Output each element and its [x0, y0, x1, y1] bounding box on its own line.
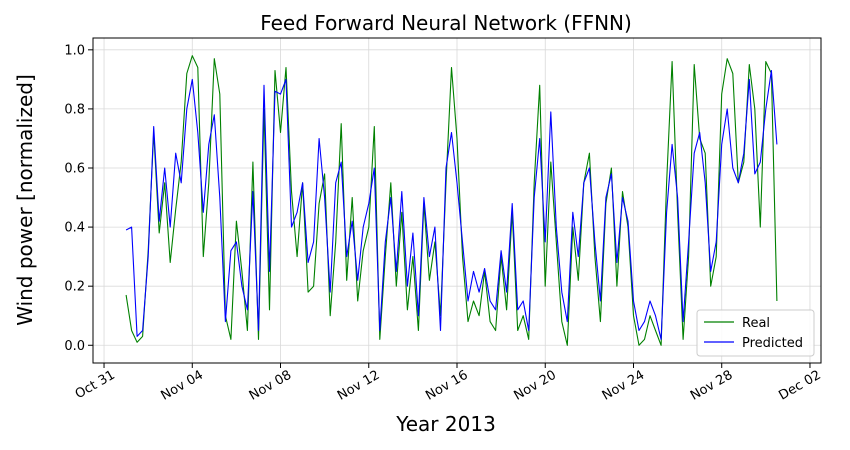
legend-label-real: Real	[742, 316, 770, 331]
series-line-real	[125, 55, 778, 346]
series-lines	[125, 55, 778, 346]
series-line-predicted	[125, 69, 778, 340]
y-axis-label: Wind power [normalized]	[13, 74, 37, 326]
y-tick-label-1: 0.2	[64, 280, 85, 295]
y-tick-label-4: 0.8	[64, 102, 85, 117]
legend-label-predicted: Predicted	[742, 336, 803, 351]
chart-title: Feed Forward Neural Network (FFNN)	[260, 11, 632, 35]
y-tick-label-5: 1.0	[64, 43, 85, 58]
y-tick-label-2: 0.4	[64, 221, 85, 236]
y-tick-label-3: 0.6	[64, 162, 85, 177]
legend: Real Predicted	[696, 309, 815, 357]
y-tick-label-0: 0.0	[64, 339, 85, 354]
x-axis-label: Year 2013	[395, 412, 496, 436]
